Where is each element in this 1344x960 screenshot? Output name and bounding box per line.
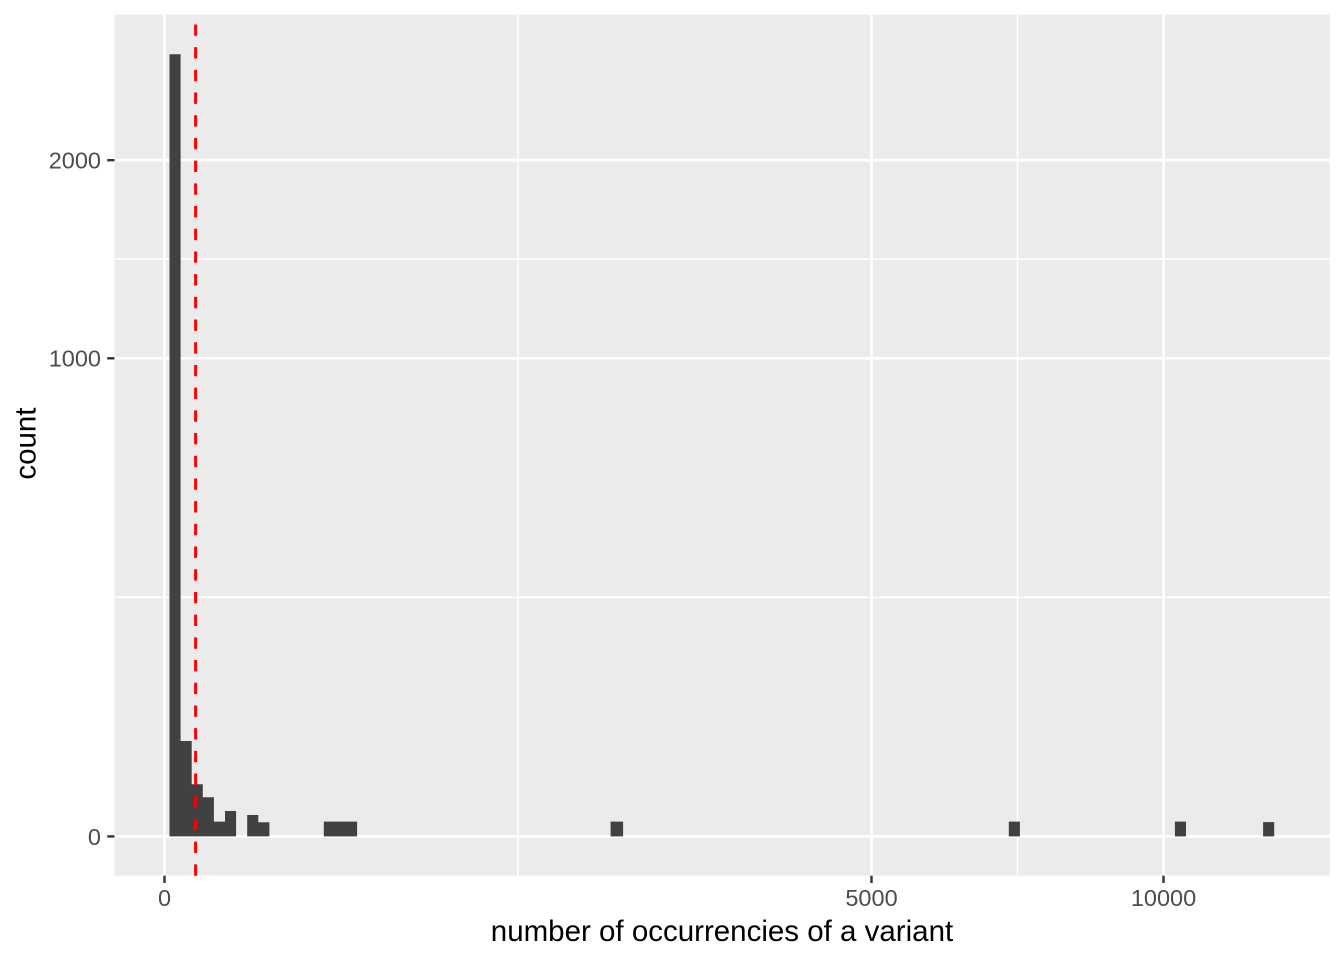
svg-text:0: 0 bbox=[88, 824, 101, 850]
svg-text:2000: 2000 bbox=[49, 148, 101, 174]
svg-text:10000: 10000 bbox=[1131, 885, 1196, 911]
svg-text:1000: 1000 bbox=[49, 346, 101, 372]
svg-text:number of occurrencies of a va: number of occurrencies of a variant bbox=[491, 915, 953, 948]
svg-text:0: 0 bbox=[158, 885, 171, 911]
svg-text:5000: 5000 bbox=[845, 885, 897, 911]
svg-text:count: count bbox=[10, 408, 43, 480]
